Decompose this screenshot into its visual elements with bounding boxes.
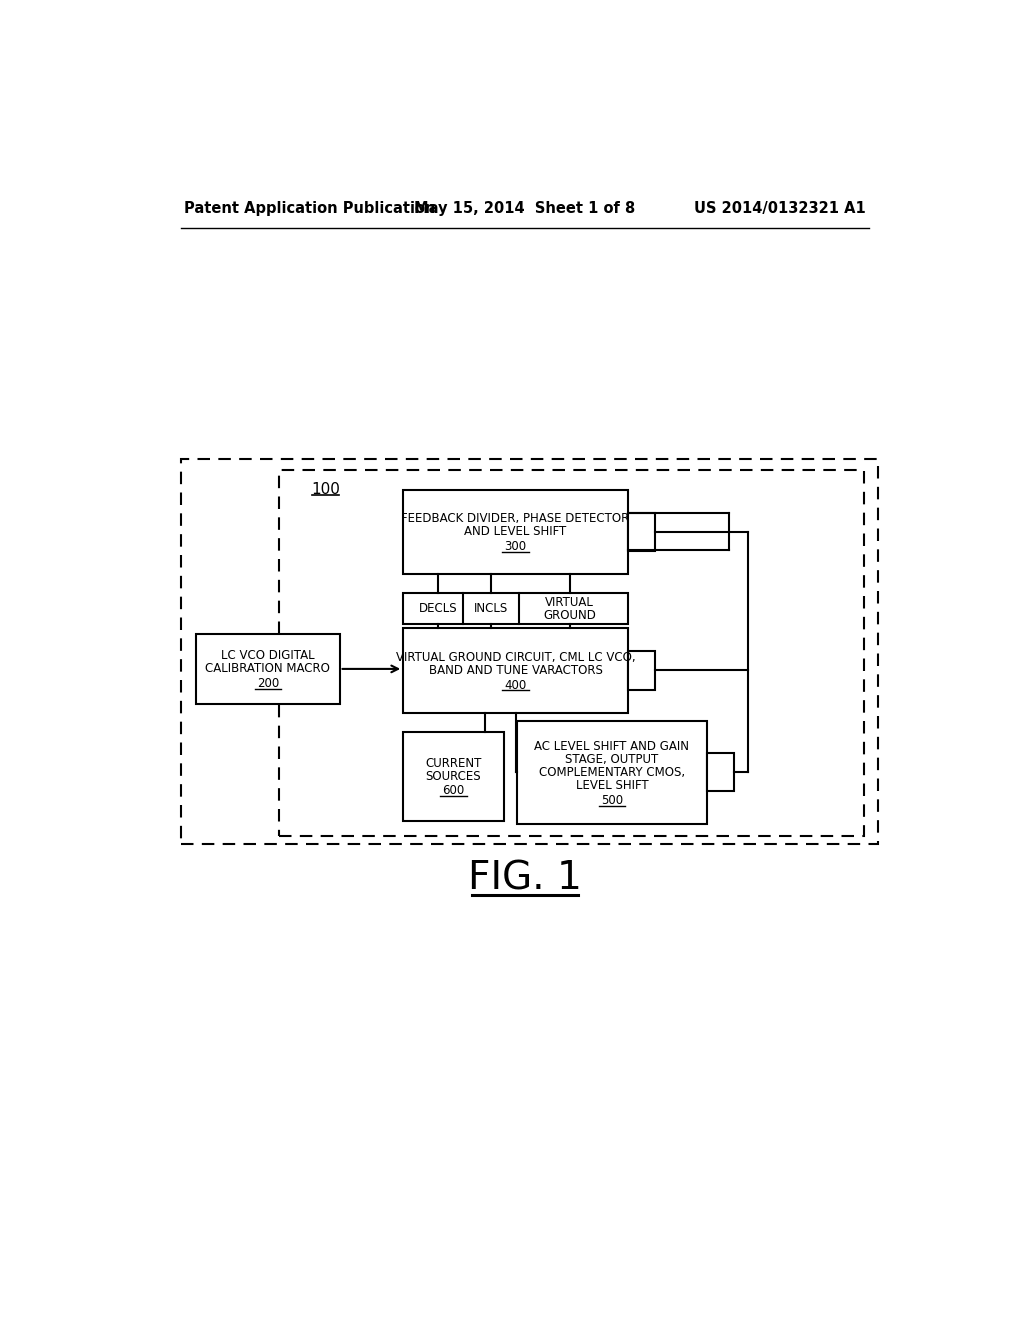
- Text: AC LEVEL SHIFT AND GAIN: AC LEVEL SHIFT AND GAIN: [535, 739, 689, 752]
- Text: STAGE, OUTPUT: STAGE, OUTPUT: [565, 752, 658, 766]
- Text: DECLS: DECLS: [419, 602, 458, 615]
- Text: VIRTUAL: VIRTUAL: [546, 597, 594, 610]
- Text: FIG. 1: FIG. 1: [468, 859, 582, 898]
- Bar: [517, 721, 707, 825]
- Text: GROUND: GROUND: [544, 609, 596, 622]
- Text: SOURCES: SOURCES: [426, 770, 481, 783]
- Text: LC VCO DIGITAL: LC VCO DIGITAL: [221, 649, 314, 663]
- Bar: [403, 628, 628, 713]
- Bar: [197, 635, 340, 704]
- Text: CALIBRATION MACRO: CALIBRATION MACRO: [206, 663, 331, 676]
- Text: AND LEVEL SHIFT: AND LEVEL SHIFT: [464, 525, 566, 539]
- Text: 200: 200: [257, 677, 279, 690]
- Text: COMPLEMENTARY CMOS,: COMPLEMENTARY CMOS,: [539, 766, 685, 779]
- Text: US 2014/0132321 A1: US 2014/0132321 A1: [694, 201, 866, 216]
- Text: LEVEL SHIFT: LEVEL SHIFT: [575, 779, 648, 792]
- Text: BAND AND TUNE VARACTORS: BAND AND TUNE VARACTORS: [429, 664, 602, 677]
- Text: 100: 100: [311, 482, 340, 498]
- Text: 500: 500: [601, 793, 623, 807]
- Bar: [280, 470, 864, 836]
- Bar: [403, 594, 628, 624]
- Text: INCLS: INCLS: [473, 602, 508, 615]
- Text: May 15, 2014  Sheet 1 of 8: May 15, 2014 Sheet 1 of 8: [414, 201, 636, 216]
- Text: Patent Application Publication: Patent Application Publication: [183, 201, 435, 216]
- Text: CURRENT: CURRENT: [425, 756, 481, 770]
- Bar: [628, 651, 655, 689]
- Text: 400: 400: [505, 678, 526, 692]
- Bar: [403, 490, 628, 574]
- Bar: [707, 752, 734, 792]
- Bar: [628, 512, 655, 552]
- Text: FEEDBACK DIVIDER, PHASE DETECTOR: FEEDBACK DIVIDER, PHASE DETECTOR: [401, 512, 630, 525]
- Text: 300: 300: [505, 540, 526, 553]
- Text: VIRTUAL GROUND CIRCUIT, CML LC VCO,: VIRTUAL GROUND CIRCUIT, CML LC VCO,: [395, 651, 635, 664]
- Text: 600: 600: [442, 784, 465, 797]
- Bar: [403, 733, 504, 821]
- Bar: [180, 459, 879, 843]
